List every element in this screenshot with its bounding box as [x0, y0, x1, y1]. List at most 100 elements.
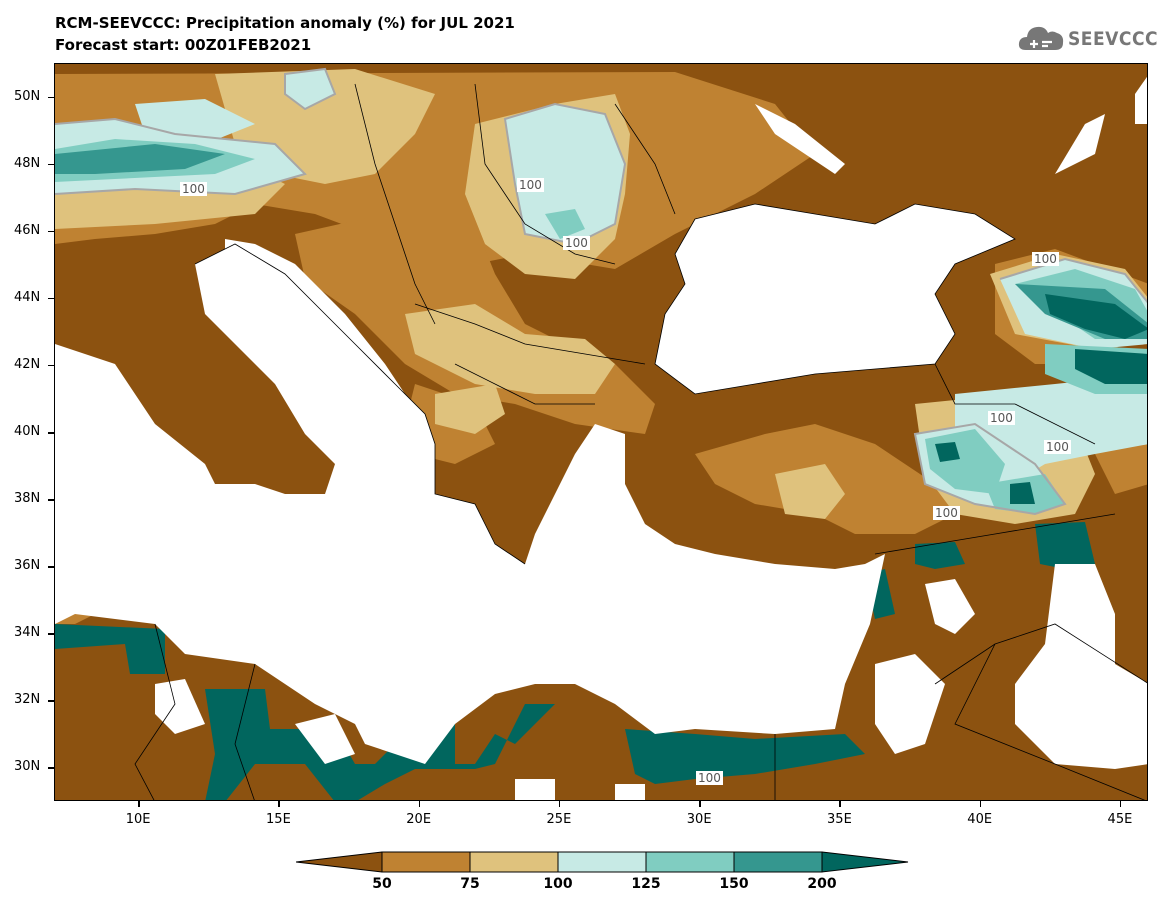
colorbar-level-label: 150	[719, 876, 749, 892]
border	[934, 363, 1096, 445]
longitude-tick-mark	[979, 801, 982, 807]
contour-label: 100	[988, 411, 1015, 425]
zone-above-200	[915, 542, 965, 569]
longitude-tick-label: 35E	[827, 812, 852, 827]
zone-75-100	[775, 464, 845, 519]
latitude-tick-mark	[48, 432, 54, 434]
longitude-tick-mark	[699, 801, 701, 807]
colorbar-level-label: 75	[460, 876, 480, 892]
contour-100	[913, 422, 1067, 516]
zone-100-125	[135, 99, 255, 144]
longitude-tick-mark	[138, 801, 140, 807]
precipitation-anomaly-map: 100 100 100 100 100 100 100 100	[54, 63, 1148, 801]
latitude-tick-label: 42N	[14, 356, 41, 372]
no-data-region	[1055, 114, 1105, 174]
border	[614, 103, 676, 215]
latitude-tick-label: 44N	[14, 289, 41, 305]
zone-above-200	[935, 442, 960, 462]
border	[134, 623, 176, 800]
zone-125-150	[545, 209, 585, 239]
no-data-region	[755, 104, 845, 174]
colorbar-level-label: 100	[543, 876, 573, 892]
black-sea	[655, 204, 1015, 394]
latitude-tick-mark	[48, 700, 54, 702]
no-data-region	[155, 679, 205, 734]
zone-above-200	[625, 729, 865, 784]
zone-above-200	[1035, 522, 1095, 569]
latitude-tick-label: 30N	[14, 759, 41, 775]
no-data-region	[875, 654, 945, 754]
contour-label: 100	[563, 236, 590, 250]
latitude-tick-mark	[48, 230, 54, 233]
colorbar-segment	[469, 851, 559, 873]
contour-label: 100	[696, 771, 723, 785]
longitude-tick-label: 25E	[546, 812, 572, 827]
border	[954, 643, 1146, 800]
latitude-tick-mark	[48, 633, 54, 635]
caspian-sea	[1135, 76, 1147, 124]
contour-100	[284, 67, 337, 111]
longitude-tick-label: 30E	[686, 812, 712, 827]
colorbar-segment	[645, 851, 735, 873]
colorbar-segment	[733, 851, 823, 873]
coastline	[654, 203, 1016, 395]
latitude-tick-label: 32N	[14, 692, 41, 708]
no-data-region	[925, 579, 975, 634]
longitude-tick-mark	[839, 801, 841, 807]
latitude-tick-label: 50N	[14, 88, 41, 104]
latitude-tick-mark	[48, 767, 54, 769]
contour-label: 100	[180, 182, 207, 196]
border	[454, 363, 595, 405]
longitude-tick-mark	[418, 801, 421, 807]
longitude-tick-label: 15E	[266, 812, 291, 827]
contour-100	[503, 102, 627, 246]
border	[234, 663, 256, 800]
zone-above-200	[1010, 482, 1035, 504]
latitude-tick-mark	[48, 566, 54, 568]
longitude-tick-label: 10E	[125, 812, 151, 827]
mediterranean-sea	[55, 244, 885, 764]
map-canvas	[55, 64, 1147, 800]
latitude-tick-label: 36N	[14, 558, 41, 574]
longitude-tick-mark	[558, 801, 561, 807]
zone-above-200	[1075, 349, 1147, 384]
forecast-start-subtitle: Forecast start: 00Z01FEB2021	[55, 36, 312, 54]
logo-text: SEEVCCC	[1068, 28, 1159, 50]
cloud-icon	[1018, 26, 1064, 50]
colorbar-level-label: 200	[807, 876, 837, 892]
latitude-tick-label: 34N	[14, 625, 41, 641]
contour-label: 100	[517, 178, 544, 192]
zone-75-100	[435, 384, 505, 434]
no-data-region	[615, 784, 645, 800]
zone-100-125	[505, 104, 625, 244]
contour-label: 100	[1044, 440, 1071, 454]
latitude-tick-label: 38N	[14, 491, 41, 507]
zone-above-200	[205, 674, 555, 800]
colorbar-level-label: 50	[372, 876, 392, 892]
longitude-tick-label: 45E	[1107, 812, 1133, 827]
zone-75-100	[405, 304, 615, 394]
coastline	[194, 243, 526, 565]
latitude-tick-mark	[48, 163, 54, 166]
colorbar-segment	[821, 851, 909, 873]
border	[414, 303, 646, 365]
latitude-tick-label: 40N	[14, 424, 41, 439]
colorbar-segment	[557, 851, 647, 873]
latitude-tick-label: 48N	[14, 155, 41, 171]
zone-above-200	[55, 624, 165, 674]
no-data-region	[295, 714, 355, 764]
no-data-region	[1015, 564, 1147, 769]
latitude-tick-mark	[48, 364, 54, 367]
longitude-tick-mark	[1119, 801, 1122, 807]
longitude-tick-label: 20E	[406, 812, 432, 827]
no-data-region	[515, 779, 555, 800]
latitude-tick-mark	[48, 297, 54, 300]
border	[474, 83, 616, 265]
contour-100	[55, 117, 307, 196]
map-title: RCM-SEEVCCC: Precipitation anomaly (%) f…	[55, 14, 515, 32]
longitude-tick-mark	[278, 801, 280, 807]
border	[874, 513, 1116, 555]
zone-above-200	[1045, 294, 1147, 339]
latitude-tick-mark	[48, 96, 54, 99]
colorbar-level-label: 125	[631, 876, 661, 892]
